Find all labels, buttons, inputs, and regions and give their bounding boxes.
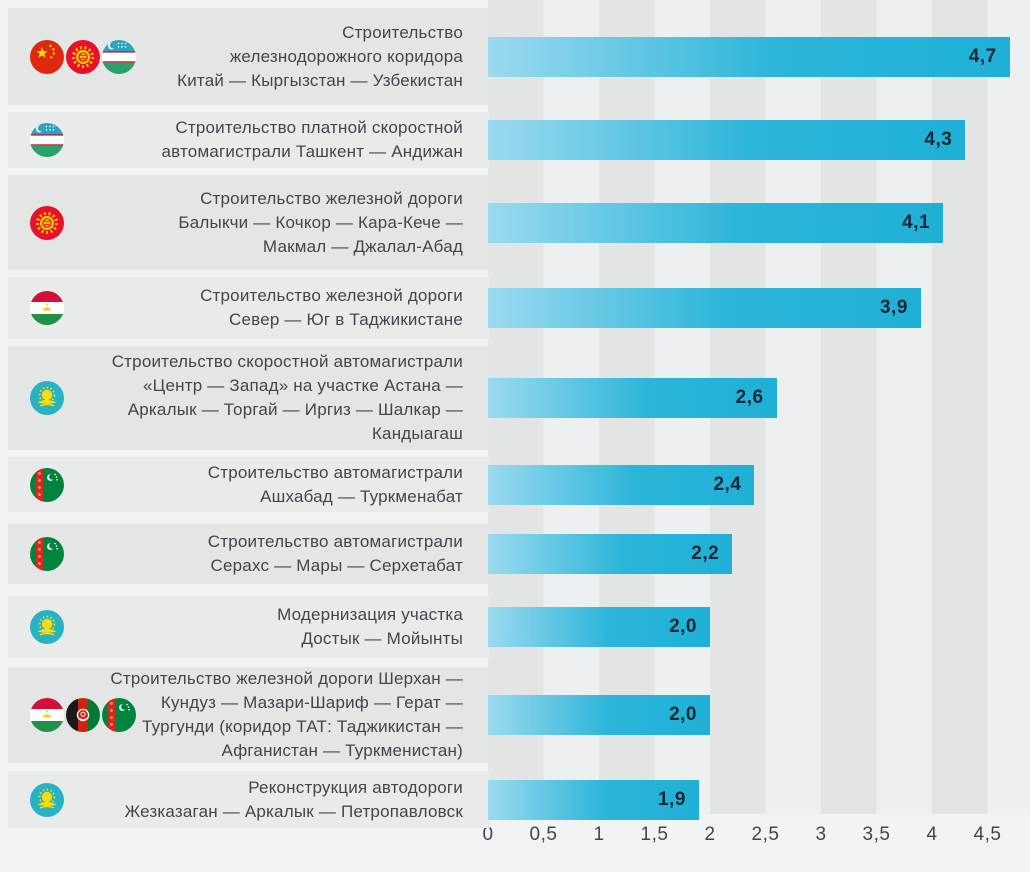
project-label: Строительство железной дороги Балыкчи — …: [178, 188, 463, 256]
bar-value-label: 3,9: [879, 297, 908, 318]
flag-kazakhstan-icon: [30, 381, 64, 415]
flag-group: [30, 782, 64, 817]
x-axis-tick-label: 2: [704, 824, 716, 845]
flag-group: [30, 610, 64, 644]
project-label: Строительство автомагистрали Серахс — Ма…: [207, 532, 463, 575]
flag-turkmenistan-icon: [102, 698, 136, 732]
flag-kyrgyzstan-icon: [30, 205, 64, 240]
value-bar: 4,7: [488, 36, 1010, 77]
flag-china-icon: [30, 39, 64, 74]
project-row-band: Строительство автомагистрали Серахс — Ма…: [8, 524, 490, 584]
project-row-band: Строительство железной дороги Шерхан — К…: [8, 667, 490, 763]
flag-tajikistan-icon: [30, 698, 64, 732]
flag-group: [30, 381, 64, 415]
x-axis-tick-label: 1: [593, 824, 605, 845]
x-axis-tick-label: 4,5: [973, 824, 1002, 845]
value-bar: 2,0: [488, 695, 710, 735]
flag-group: [30, 467, 64, 502]
x-axis-tick-label: 1,5: [640, 824, 669, 845]
flag-kazakhstan-icon: [30, 782, 64, 817]
project-row-band: Строительство железной дороги Север — Юг…: [8, 277, 490, 339]
project-row-band: Строительство скоростной автомагистрали …: [8, 346, 490, 450]
project-label: Строительство железной дороги Север — Юг…: [200, 286, 463, 329]
flag-group: [30, 205, 64, 240]
bar-value-label: 2,6: [735, 387, 764, 408]
flag-group: [30, 291, 64, 325]
project-label: Строительство скоростной автомагистрали …: [111, 352, 463, 443]
flag-kyrgyzstan-icon: [66, 39, 100, 74]
value-bar: 2,4: [488, 464, 755, 505]
x-axis-tick-label: 0,5: [529, 824, 558, 845]
project-label: Строительство железной дороги Шерхан — К…: [110, 669, 463, 760]
value-bar: 2,0: [488, 607, 710, 647]
x-axis-tick-label: 2,5: [751, 824, 780, 845]
project-label: Модернизация участка Достык — Мойынты: [277, 605, 463, 648]
project-label: Строительство железнодорожного коридора …: [177, 22, 463, 90]
value-bar: 2,6: [488, 378, 777, 418]
value-bar: 4,3: [488, 120, 966, 160]
flag-group: [30, 537, 64, 571]
flag-turkmenistan-icon: [30, 537, 64, 571]
x-axis-tick-label: 4: [926, 824, 938, 845]
bar-value-label: 4,1: [902, 211, 931, 233]
x-axis-tick-label: 3,5: [862, 824, 891, 845]
flag-kazakhstan-icon: [30, 610, 64, 644]
flag-afghanistan-icon: [66, 698, 100, 732]
value-bar: 3,9: [488, 288, 921, 328]
project-row-band: Реконструкция автодороги Жезказаган — Ар…: [8, 771, 490, 828]
bar-value-label: 2,0: [669, 616, 697, 637]
flag-turkmenistan-icon: [30, 467, 64, 502]
flag-uzbekistan-icon: [30, 123, 64, 157]
x-axis-tick-label: 0: [482, 824, 494, 845]
bar-value-label: 4,7: [968, 45, 997, 67]
value-bar: 2,2: [488, 534, 733, 574]
project-row-band: Модернизация участка Достык — Мойынты: [8, 596, 490, 658]
x-axis-tick-label: 3: [815, 824, 827, 845]
bar-value-label: 4,3: [924, 129, 953, 150]
project-label: Строительство автомагистрали Ашхабад — Т…: [207, 462, 463, 506]
bar-value-label: 1,9: [657, 788, 686, 810]
project-label: Строительство платной скоростной автомаг…: [161, 118, 463, 161]
project-row-band: Строительство автомагистрали Ашхабад — Т…: [8, 457, 490, 512]
project-row-band: Строительство железнодорожного коридора …: [8, 8, 490, 105]
bar-value-label: 2,4: [713, 473, 742, 495]
bar-value-label: 2,2: [691, 543, 720, 564]
value-bar: 4,1: [488, 202, 944, 243]
flag-group: [30, 39, 136, 74]
flag-uzbekistan-icon: [102, 39, 136, 74]
project-label: Реконструкция автодороги Жезказаган — Ар…: [124, 777, 463, 821]
project-row-band: Строительство платной скоростной автомаг…: [8, 112, 490, 168]
flag-group: [30, 698, 136, 732]
value-bar: 1,9: [488, 779, 699, 820]
project-row-band: Строительство железной дороги Балыкчи — …: [8, 175, 490, 270]
flag-group: [30, 123, 64, 157]
bar-value-label: 2,0: [669, 704, 697, 725]
flag-tajikistan-icon: [30, 291, 64, 325]
